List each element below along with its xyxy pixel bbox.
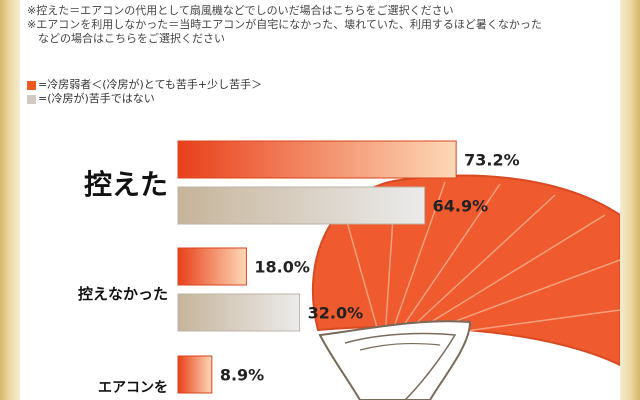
note-line: などの場合はこちらをご選択ください xyxy=(27,32,225,45)
legend-label: =冷房弱者＜(冷房が)とても苦手+少し苦手＞ xyxy=(38,78,263,91)
legend-item-series1: =冷房弱者＜(冷房が)とても苦手+少し苦手＞ xyxy=(27,78,262,92)
data-label: 32.0% xyxy=(308,304,364,323)
bar xyxy=(177,293,301,332)
fan-handle-inner xyxy=(344,332,457,400)
category-label: エアコンを xyxy=(98,380,168,396)
bar xyxy=(177,355,213,394)
note-line: ※控えた＝エアコンの代用として扇風機などでしのいだ場合はこちらをご選択ください xyxy=(27,4,454,17)
note-line: ※エアコンを利用しなかった＝当時エアコンが自宅になかった、壊れていた、利用するほ… xyxy=(27,18,542,31)
notes: ※控えた＝エアコンの代用として扇風機などでしのいだ場合はこちらをご選択ください … xyxy=(27,4,607,46)
bars: 控えた 73.2% 64.9% 控えなかった 18.0% 32.0% エアコンを 8.9% xyxy=(78,140,520,396)
fan-handle xyxy=(318,320,472,400)
legend-swatch xyxy=(27,80,36,90)
left-frame xyxy=(0,0,20,400)
bar xyxy=(177,247,247,286)
bar xyxy=(177,140,457,179)
data-label: 64.9% xyxy=(433,197,489,216)
bar xyxy=(177,186,426,225)
right-frame xyxy=(620,0,640,400)
data-label: 73.2% xyxy=(464,151,520,170)
legend-swatch xyxy=(27,94,36,104)
legend-label: =(冷房が)苦手ではない xyxy=(38,92,155,105)
data-label: 18.0% xyxy=(254,258,310,277)
data-label: 8.9% xyxy=(220,366,264,385)
legend-item-series2: =(冷房が)苦手ではない xyxy=(27,92,262,106)
fan-handle-inner xyxy=(359,342,441,351)
category-label: 控えた xyxy=(84,168,168,201)
legend: =冷房弱者＜(冷房が)とても苦手+少し苦手＞ =(冷房が)苦手ではない xyxy=(27,78,262,106)
category-label: 控えなかった xyxy=(78,285,168,303)
